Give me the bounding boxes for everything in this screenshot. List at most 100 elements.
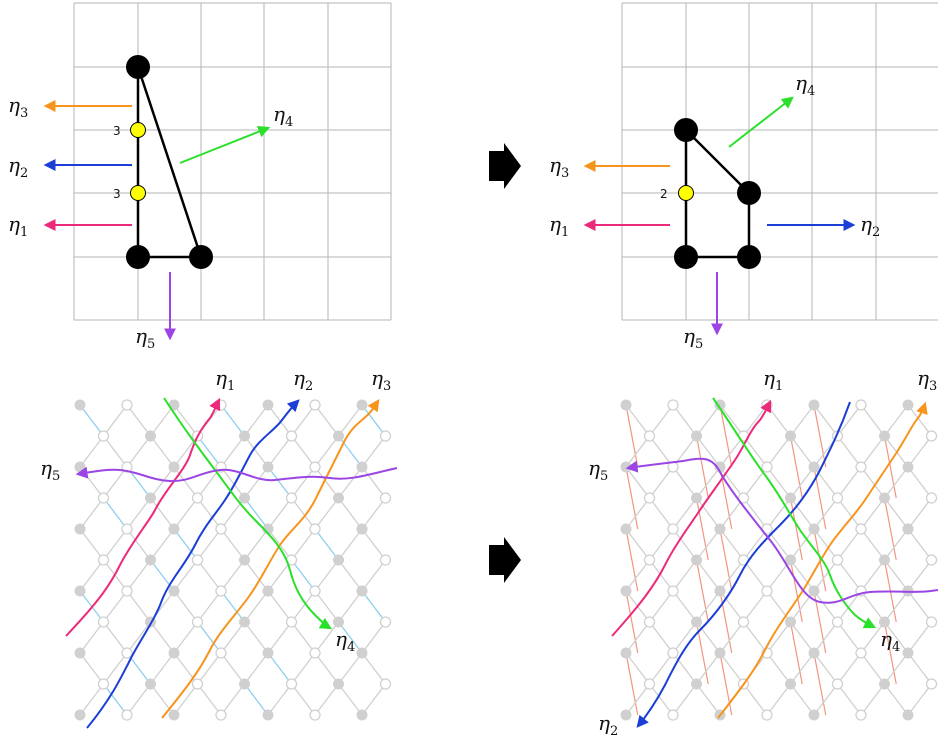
- lattice-node: [808, 585, 820, 597]
- lattice-edge: [907, 466, 933, 499]
- lattice-node: [215, 523, 227, 535]
- strand-eta1: [65, 397, 221, 637]
- lattice-edge: [243, 683, 269, 716]
- lattice-edge-salmon: [789, 559, 803, 623]
- multiplicity-label: 2: [660, 187, 668, 201]
- lattice-edge: [337, 435, 363, 468]
- lattice-edge: [337, 528, 363, 561]
- lattice-node: [379, 616, 392, 628]
- lattice-edge: [907, 435, 933, 468]
- lattice-edge: [79, 652, 105, 685]
- lattice-edge: [836, 404, 862, 437]
- lattice-edge: [102, 528, 128, 561]
- lattice-edge: [625, 435, 651, 468]
- transition-arrow-bottom: [489, 537, 521, 583]
- lattice-edge: [742, 497, 768, 530]
- lattice-edge: [267, 683, 293, 716]
- lattice-edge: [126, 404, 152, 437]
- lattice-node: [831, 554, 844, 566]
- lattice-edge: [672, 683, 698, 716]
- lattice-edge: [836, 559, 862, 592]
- lattice-edge: [102, 435, 128, 468]
- lattice-edge: [126, 559, 152, 592]
- lattice-edge: [789, 652, 815, 685]
- lattice-edge: [813, 652, 839, 685]
- lattice-node: [808, 647, 820, 659]
- lattice-edge: [220, 559, 246, 592]
- lattice-edge: [173, 590, 199, 623]
- multiplicity-label: 3: [113, 124, 121, 138]
- lattice-edge: [860, 652, 886, 685]
- lattice-edge: [625, 404, 651, 437]
- lattice-node: [808, 523, 820, 535]
- lattice-edge: [361, 404, 387, 437]
- lattice-edge: [173, 621, 199, 654]
- lattice-edge: [742, 435, 768, 468]
- lattice-node: [785, 554, 796, 566]
- leg-label-eta5: η5: [683, 324, 703, 352]
- lattice-edge: [719, 435, 745, 468]
- lattice-node: [285, 492, 298, 504]
- lattice-edge: [149, 435, 175, 468]
- leg-label-eta2: η2: [860, 212, 880, 240]
- lattice-edge-salmon: [813, 404, 827, 468]
- lattice-edge: [813, 559, 839, 592]
- multiplicity-label: 3: [113, 187, 121, 201]
- lattice-edge: [883, 404, 909, 437]
- lattice-edge-salmon: [883, 621, 897, 685]
- lattice-node: [262, 709, 274, 721]
- leg-label-eta3: η3: [8, 93, 28, 121]
- lattice-node: [667, 523, 679, 535]
- lattice-edge-salmon: [625, 466, 639, 530]
- lattice-node: [145, 554, 156, 566]
- lattice-edge: [196, 683, 222, 716]
- lattice-edge: [361, 435, 387, 468]
- lattice-edge: [883, 621, 909, 654]
- lattice-node: [121, 709, 133, 721]
- leg-label-eta5: η5: [135, 324, 155, 352]
- lattice-node: [356, 709, 368, 721]
- lattice-edge: [290, 621, 316, 654]
- lattice-node: [879, 492, 890, 504]
- lattice-edge: [243, 621, 269, 654]
- lattice-node: [643, 554, 656, 566]
- strand-label-eta2: η2: [293, 366, 313, 394]
- lattice-node: [667, 399, 679, 411]
- lattice-edge: [883, 528, 909, 561]
- lattice-edge: [196, 528, 222, 561]
- lattice-node: [145, 678, 156, 690]
- leg-label-eta3: η3: [549, 153, 569, 181]
- lattice-edge: [243, 435, 269, 468]
- lattice-edge: [836, 590, 862, 623]
- lattice-edge: [220, 528, 246, 561]
- lattice-edge: [220, 466, 246, 499]
- lattice-edge: [789, 559, 815, 592]
- lattice-edge: [766, 466, 792, 499]
- lattice-node: [333, 492, 344, 504]
- lattice-edge: [337, 652, 363, 685]
- panel-top-left: 3 3 η3 η2 η1 η4 η5: [8, 2, 392, 352]
- lattice-edge: [813, 528, 839, 561]
- lattice-edge: [126, 621, 152, 654]
- lattice-edge: [267, 590, 293, 623]
- lattice-edge: [907, 497, 933, 530]
- strand-eta4: [163, 397, 333, 630]
- lattice-node: [620, 399, 632, 411]
- lattice-node: [74, 647, 86, 659]
- lattice-edge: [173, 652, 199, 685]
- lattice-edge: [648, 466, 674, 499]
- strand-label-eta4: η4: [335, 627, 355, 655]
- lattice-edge-salmon: [625, 404, 639, 468]
- lattice-node: [643, 492, 656, 504]
- lattice-edge: [672, 590, 698, 623]
- lattice-edge: [695, 404, 721, 437]
- lattice-node: [379, 492, 392, 504]
- lattice-node: [714, 647, 726, 659]
- lattice-edge: [243, 528, 269, 561]
- lattice-edge: [672, 559, 698, 592]
- lattice-edge: [789, 404, 815, 437]
- lattice-node: [285, 430, 298, 442]
- lattice-edge: [789, 497, 815, 530]
- lattice-edge: [102, 404, 128, 437]
- lattice-edge: [196, 559, 222, 592]
